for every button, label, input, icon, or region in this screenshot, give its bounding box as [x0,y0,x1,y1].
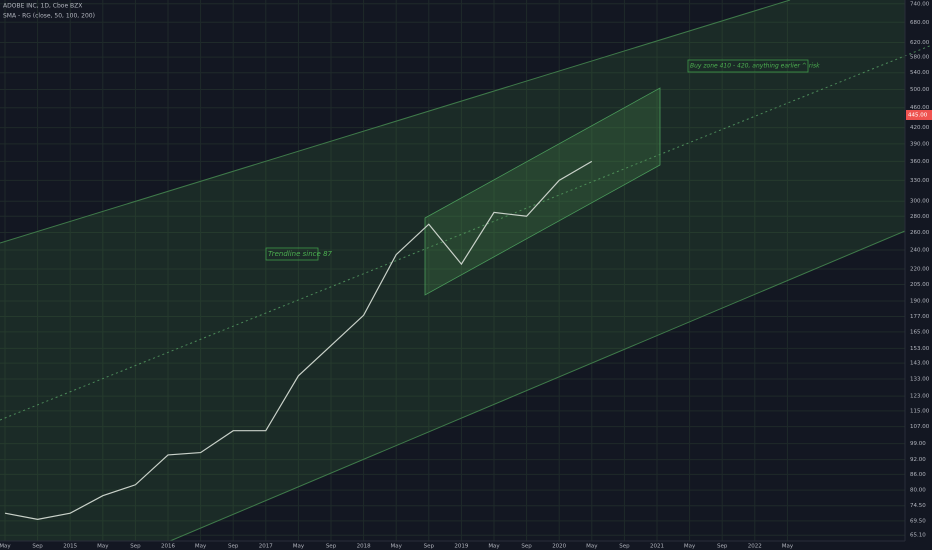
outer-channel [0,0,905,541]
annotation-box [265,247,319,261]
channel-top [0,0,791,244]
y-tick-label: 500.00 [910,87,930,93]
x-tick-label: Sep [424,544,435,550]
x-tick-label: May [586,544,598,550]
y-tick-label: 620.00 [910,40,930,46]
y-tick-label: 80.00 [910,488,926,494]
y-tick-label: 680.00 [910,20,930,26]
y-tick-label: 177.00 [910,314,930,320]
annotation: Buy zone 410 - 420, anything earlier ^ r… [690,63,820,70]
x-tick-label: 2017 [259,544,273,550]
x-tick-label: Sep [32,544,43,550]
y-tick-label: 123.00 [910,394,930,400]
x-tick-label: Sep [228,544,239,550]
x-tick-label: May [97,544,109,550]
x-tick-label: Sep [130,544,141,550]
x-tick-label: 2022 [748,544,762,550]
x-tick-label: 2015 [63,544,77,550]
y-tick-label: 240.00 [910,247,930,253]
y-tick-label: 280.00 [910,214,930,220]
grid [0,0,905,541]
annotation: Trendline since 87 [268,250,333,258]
y-tick-label: 69.50 [910,518,926,524]
y-tick-label: 580.00 [910,55,930,61]
x-tick-label: May [293,544,305,550]
y-tick-label: 330.00 [910,178,930,184]
x-tick-label: May [684,544,696,550]
price-line [4,160,593,520]
y-tick-label: 107.00 [910,424,930,430]
inner-channel [424,87,661,296]
y-tick-label: 74.50 [910,503,926,509]
y-tick-label: 86.00 [910,472,926,478]
y-tick-label: 143.00 [910,361,930,367]
y-tick-label: 300.00 [910,199,930,205]
y-tick-label: 205.00 [910,282,930,288]
y-tick-label: 65.10 [910,533,926,539]
y-tick-label: 99.00 [910,441,926,447]
marks [4,160,593,520]
x-tick-label: 2020 [552,544,566,550]
chart-title: ADOBE INC, 1D, Cboe BZX [3,3,82,10]
channel-bottom [169,230,906,542]
x-tick-label: May [782,544,794,550]
chart-subtitle: SMA - RG (close, 50, 100, 200) [3,13,95,20]
x-tick-label: Sep [619,544,630,550]
x-tick-label: May [488,544,500,550]
x-tick-label: 2021 [650,544,664,550]
y-tick-label: 260.00 [910,230,930,236]
y-tick-label: 153.00 [910,346,930,352]
x-tick-label: 2016 [161,544,175,550]
y-tick-label: 360.00 [910,159,930,165]
y-tick-label: 390.00 [910,141,930,147]
y-tick-label: 115.00 [910,408,930,414]
x-tick-label: May [0,544,11,550]
y-tick-label: 740.00 [910,1,930,7]
x-tick-label: Sep [521,544,532,550]
last-price-tag [906,109,932,120]
y-tick-label: 133.00 [910,377,930,383]
y-tick-label: 190.00 [910,299,930,305]
x-tick-label: Sep [717,544,728,550]
x-tick-label: 2019 [454,544,468,550]
y-tick-label: 460.00 [910,105,930,111]
y-tick-label: 420.00 [910,125,930,131]
annotation-box [687,59,809,73]
y-tick-label: 165.00 [910,329,930,335]
x-tick-label: May [391,544,403,550]
y-tick-label: 92.00 [910,457,926,463]
y-tick-label: 540.00 [910,70,930,76]
y-tick-label: 220.00 [910,266,930,272]
x-tick-label: 2018 [357,544,371,550]
last-price-label: 445.00 [908,112,928,118]
x-tick-label: Sep [326,544,337,550]
x-tick-label: May [195,544,207,550]
